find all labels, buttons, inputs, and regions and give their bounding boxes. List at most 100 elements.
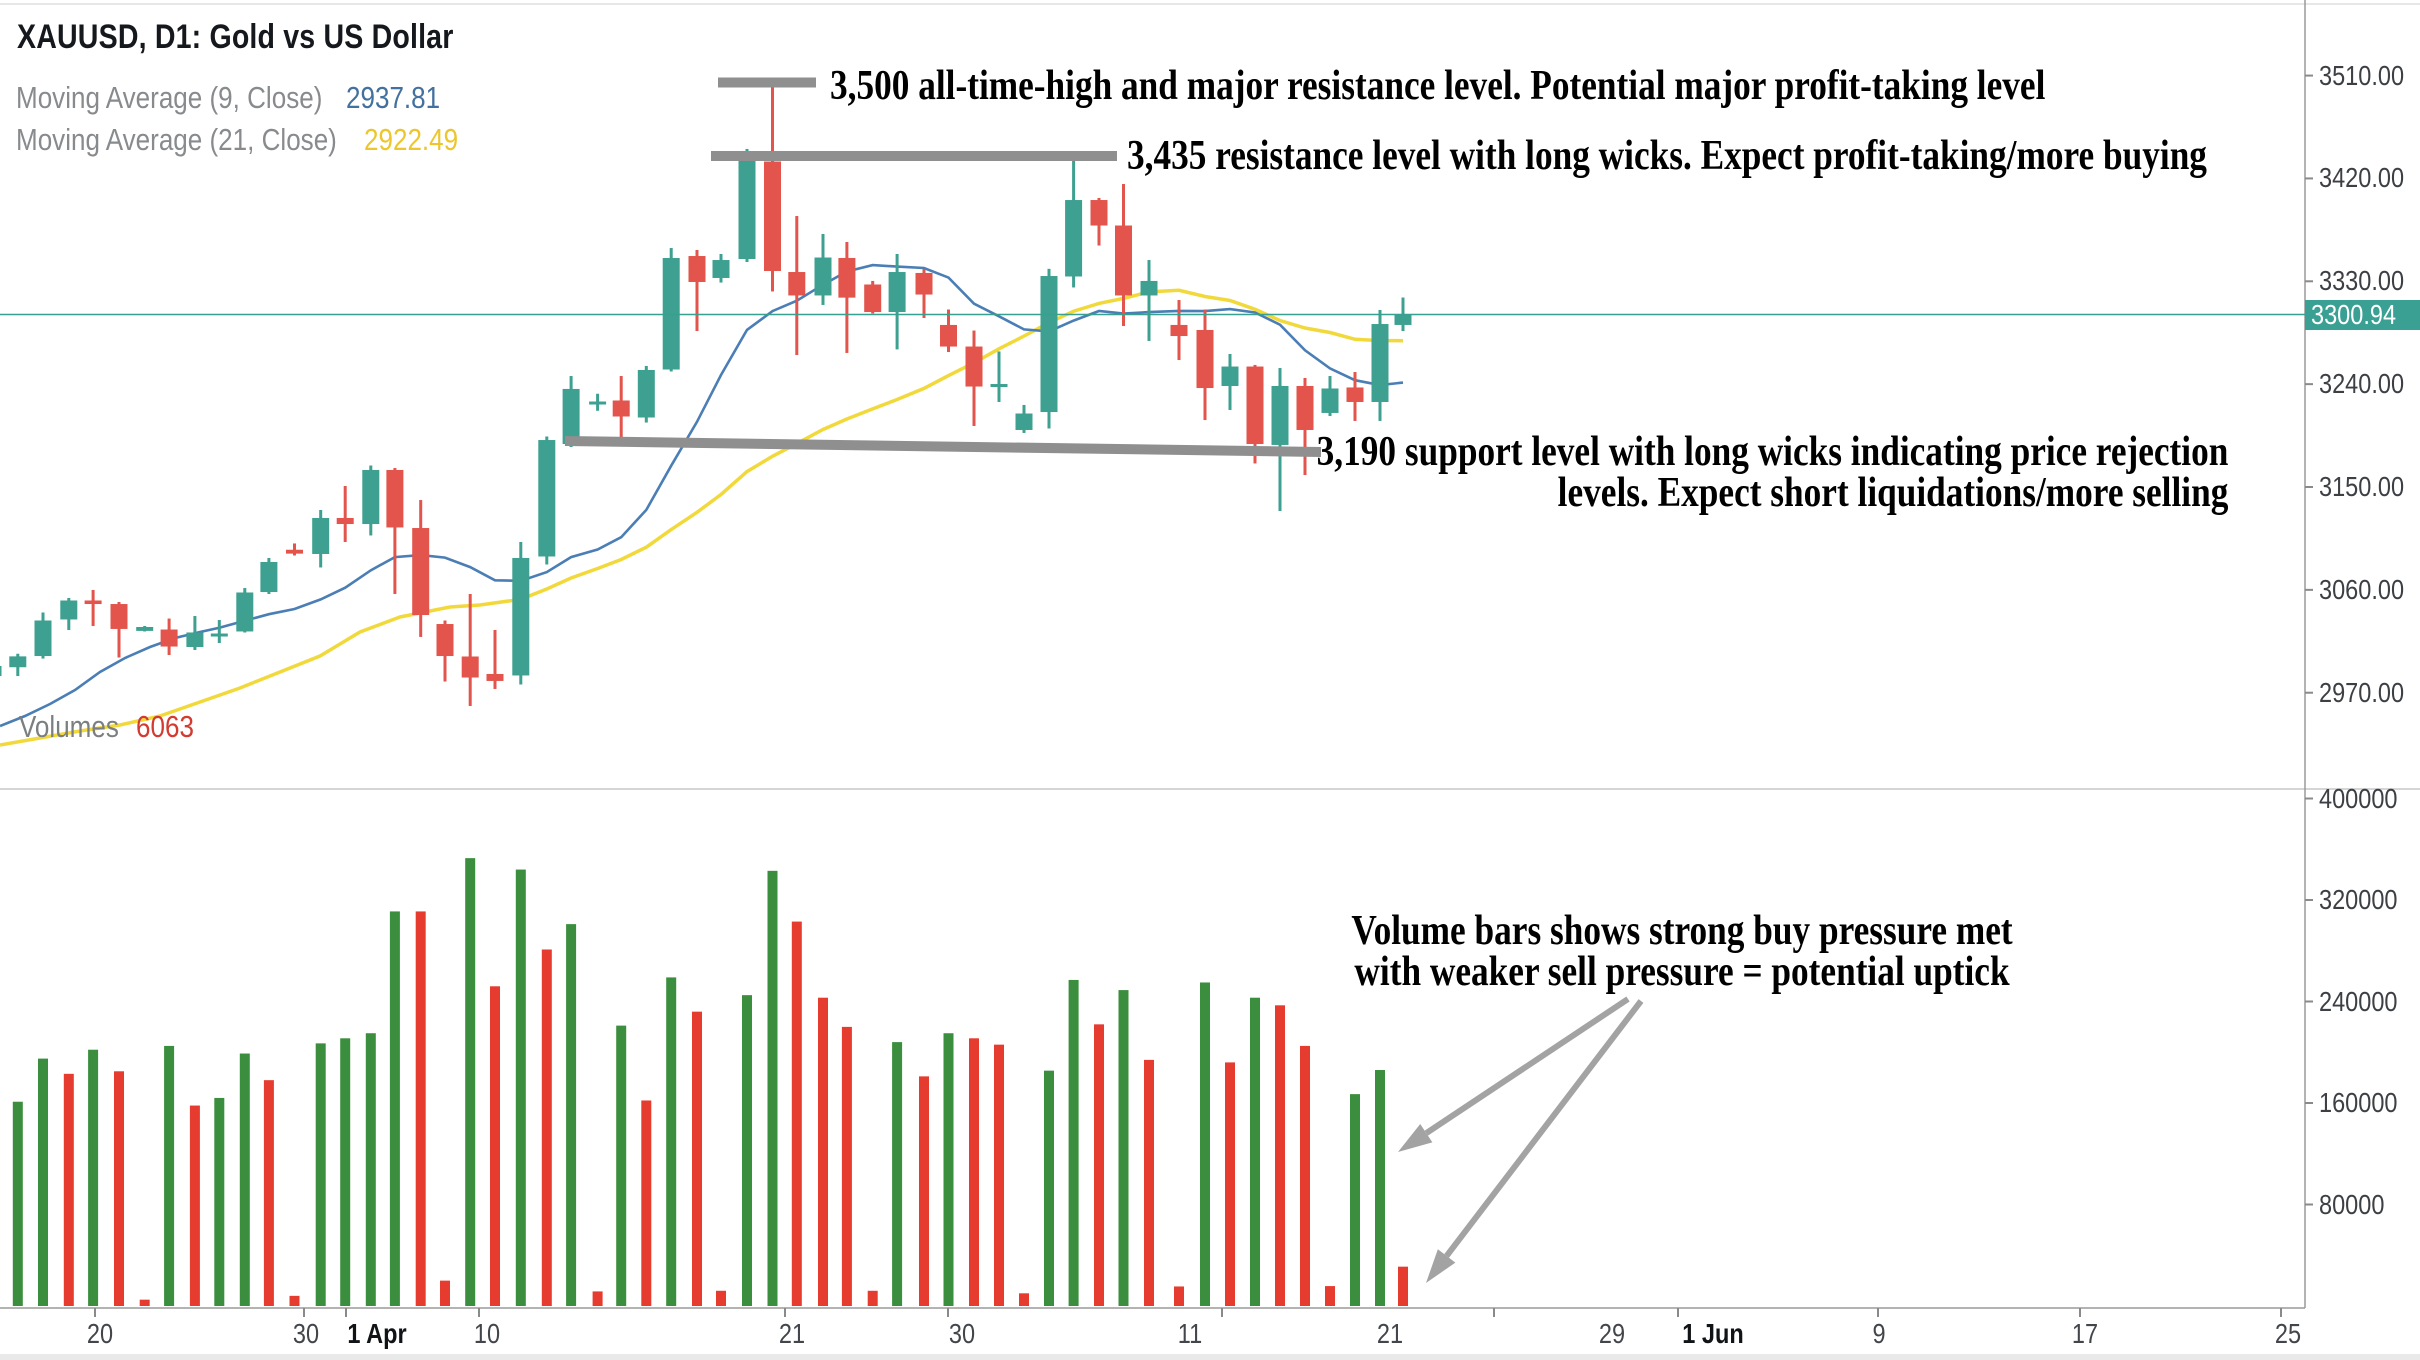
candle [1246,364,1264,464]
annotation-sup3190[interactable]: 3,190 support level with long wicks indi… [1316,431,2228,514]
candle-wick [91,589,95,626]
candle-body [210,633,228,637]
time-label-30: 30 [948,1318,976,1349]
annotation-volnote[interactable]: Volume bars shows strong buy pressure me… [1351,910,2012,993]
legend-ma21-row[interactable]: Moving Average (21, Close) [16,122,398,158]
time-label-20: 20 [86,1318,114,1349]
arrow-shaft[interactable] [1444,999,1644,1258]
price-tick-label: 3240.00 [2319,368,2405,400]
volume-bar [742,995,752,1306]
time-label-21: 21 [778,1318,806,1349]
volumes-value: 6063 [136,709,194,744]
candle-wick [493,629,497,689]
volumes-row[interactable]: Volumes [19,709,138,745]
candle [412,500,430,637]
candle-body [589,401,607,405]
candle-body [1040,276,1058,413]
candle-body [940,324,957,347]
candle [110,601,128,658]
candle-body [637,369,655,418]
candle-body [1321,388,1339,413]
candle [990,351,1008,402]
price-tick-label: 3330.00 [2319,265,2405,297]
volume-bar [1300,1045,1310,1306]
candle [612,376,630,441]
candle-body [186,632,204,648]
time-label-21: 21 [1376,1318,1404,1349]
candle-body [1015,413,1033,430]
time-label-29: 29 [1598,1318,1626,1349]
volume-bar [767,870,778,1306]
chart-title-block: XAUUSD, D1: Gold vs US Dollar [17,18,537,57]
candle-body [461,656,479,678]
volume-bar [892,1042,903,1306]
annotation-ath[interactable]: 3,500 all-time-high and major resistance… [830,62,2046,109]
volume-bar [818,997,828,1306]
time-label-1-Jun: 1 Jun [1682,1318,1744,1349]
candle-body [538,440,556,557]
candle [662,248,680,372]
annotation-res3435[interactable]: 3,435 resistance level with long wicks. … [1127,132,2207,179]
price-tick-label: 3150.00 [2319,471,2405,502]
volume-bar [365,1033,376,1306]
volume-bar [415,911,426,1306]
candle [1140,260,1158,341]
ma9-line [0,263,1404,728]
candle-wick [117,601,121,658]
legend-ma9-row[interactable]: Moving Average (9, Close) [16,80,381,116]
annotation-line: 3,500 all-time-high and major resistance… [830,62,2046,109]
candle-body [412,528,430,616]
volume-bar [867,1290,878,1306]
volume-bar [1350,1094,1360,1306]
volume-bar [1118,990,1129,1306]
candle [838,241,856,353]
candle-body [110,604,128,629]
candle-body [436,624,454,657]
candle [764,86,781,292]
candle [864,280,882,314]
volume-tick-label: 80000 [2319,1188,2385,1220]
candle-wick [695,249,699,332]
candle [814,233,832,305]
arrow-head [1398,1124,1433,1152]
volume-bar [969,1038,979,1306]
arrow-shaft[interactable] [1424,996,1630,1136]
arrow-head [1426,1249,1456,1283]
candle-wick [997,351,1001,402]
candle-body [814,257,832,296]
candle-body [1090,200,1108,226]
volume-tick-label: 320000 [2319,884,2398,915]
candle-body [362,469,380,525]
volume-bar [1200,982,1210,1306]
candle-body [1346,387,1364,402]
ma21-line [0,288,1404,747]
annotation-line: 3,435 resistance level with long wicks. … [1127,132,2207,179]
volume-bar [139,1299,150,1306]
candle-body [1246,366,1264,445]
candle [562,376,580,448]
candle [362,465,380,536]
volume-bar [616,1025,627,1306]
volume-bar [465,858,476,1306]
volume-bar [114,1071,124,1306]
candle-body [915,272,933,295]
candle [965,330,983,426]
candle-body [688,256,706,282]
level-bar-3190[interactable] [564,436,1322,457]
candle-body [1371,324,1389,402]
candle [260,557,278,594]
volume-bar [263,1080,274,1306]
volume-bar [38,1058,48,1306]
volume-bar [490,986,500,1306]
candle-body [386,469,404,528]
candle [461,593,479,706]
candle [336,485,354,542]
time-label-11: 11 [1177,1318,1203,1349]
volume-bar [1325,1286,1335,1306]
candle [1371,309,1389,421]
volume-bar [1275,1005,1285,1306]
candle-body [60,600,78,620]
level-bars [564,77,1322,457]
